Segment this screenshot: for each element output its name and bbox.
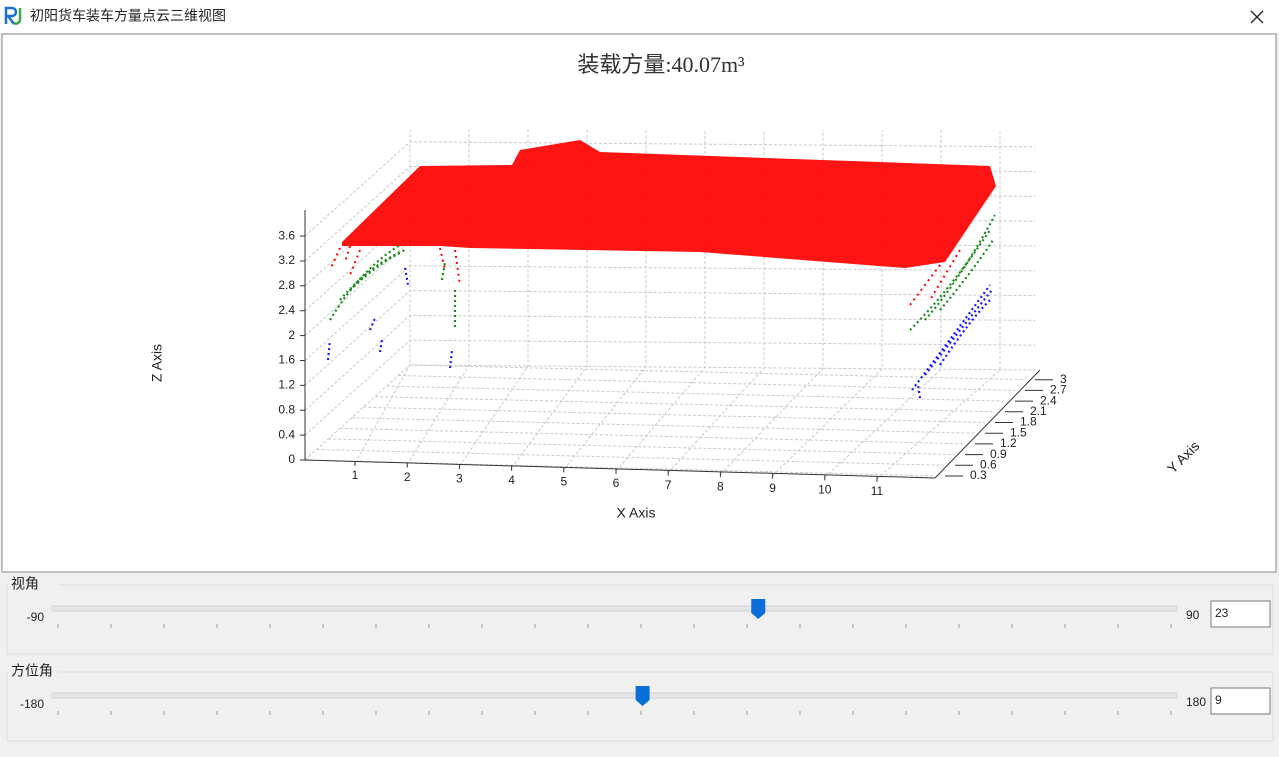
y-tick-label: 0.6 [980, 457, 997, 471]
slider-min: -180 [20, 697, 44, 711]
axes [300, 210, 1053, 482]
y-grid-line [363, 406, 986, 423]
y-tick-label: 3 [1060, 372, 1067, 386]
z-tick-label: 0.4 [278, 427, 295, 441]
slider-thumb[interactable] [751, 599, 766, 619]
x-tick-label: 7 [665, 478, 672, 492]
slider-max: 90 [1186, 608, 1200, 622]
sliders: 视角 -90 90 23 方位角 -180 180 9 [6, 576, 1274, 742]
z-tick-label: 0.8 [278, 402, 295, 416]
x-grid-line [824, 130, 942, 478]
y-tick-label: 2.7 [1050, 383, 1067, 397]
slider-label: 方位角 [11, 663, 53, 679]
chart-area [1, 33, 1277, 573]
x-tick-label: 9 [769, 481, 776, 495]
x-grid-line [406, 130, 470, 465]
slider-group [6, 671, 1274, 742]
y-grid-line [386, 385, 1006, 402]
slider-track [51, 605, 1178, 612]
y-tick-label: 0.3 [970, 468, 987, 482]
y-tick-label: 2.4 [1040, 393, 1057, 407]
z-tick-label: 1.6 [278, 353, 295, 367]
x-axis-label: X Axis [617, 505, 656, 521]
value-box[interactable] [1210, 600, 1271, 628]
y-tick-label: 1.5 [1010, 425, 1027, 439]
x-tick-label: 6 [613, 476, 620, 490]
slider-track [51, 692, 1178, 699]
y-grid-line [328, 438, 956, 456]
x-tick-label: 5 [560, 475, 567, 489]
close-button[interactable] [1250, 10, 1264, 24]
y-grid-line [351, 417, 976, 434]
x-grid-line [563, 130, 647, 470]
z-tick-label: 2.8 [278, 278, 295, 292]
y-tick-label: 0.9 [990, 447, 1007, 461]
value-text: 23 [1215, 606, 1229, 620]
y-grid-line [374, 396, 996, 413]
slider-min: -90 [27, 610, 45, 624]
z-tick-label: 2.4 [278, 303, 295, 317]
x-tick-label: 4 [508, 473, 515, 487]
x-tick-label: 11 [871, 484, 884, 498]
slider-label: 视角 [11, 576, 39, 592]
x-grid-line [615, 130, 706, 472]
x-tick-label: 10 [818, 483, 832, 497]
z-tick-label: 0 [288, 452, 295, 466]
chart-title: 装载方量:40.07m³ [577, 52, 745, 77]
z-tick-label: 2 [288, 328, 295, 342]
label-bg [8, 577, 58, 591]
x-grid-line [458, 130, 529, 467]
y-tick-label: 2.1 [1030, 404, 1047, 418]
point-cloud [326, 140, 996, 399]
z-tick-label: 3.2 [278, 253, 295, 267]
slider-max: 180 [1186, 695, 1206, 709]
y-tick-label: 1.2 [1000, 436, 1017, 450]
z-tick-label: 1.2 [278, 378, 295, 392]
value-box[interactable] [1210, 687, 1271, 715]
x-tick-label: 3 [456, 471, 463, 485]
y-grid-line [398, 375, 1016, 391]
slider-group [6, 584, 1274, 655]
window-title: 初阳货车装车方量点云三维视图 [30, 8, 226, 24]
x-grid-line [511, 130, 588, 469]
z-tick-label: 3.6 [278, 228, 295, 242]
value-text: 9 [1215, 693, 1222, 707]
y-grid-line [339, 427, 966, 445]
z-axis-label: Z Axis [149, 344, 165, 382]
y-tick-label: 1.8 [1020, 415, 1037, 429]
title-bar [0, 0, 1279, 33]
slider-thumb[interactable] [635, 686, 650, 706]
app-logo [4, 6, 22, 25]
label-bg [8, 664, 58, 678]
x-tick-label: 8 [717, 479, 724, 493]
x-tick-label: 2 [404, 470, 411, 484]
x-tick-label: 1 [352, 468, 359, 482]
